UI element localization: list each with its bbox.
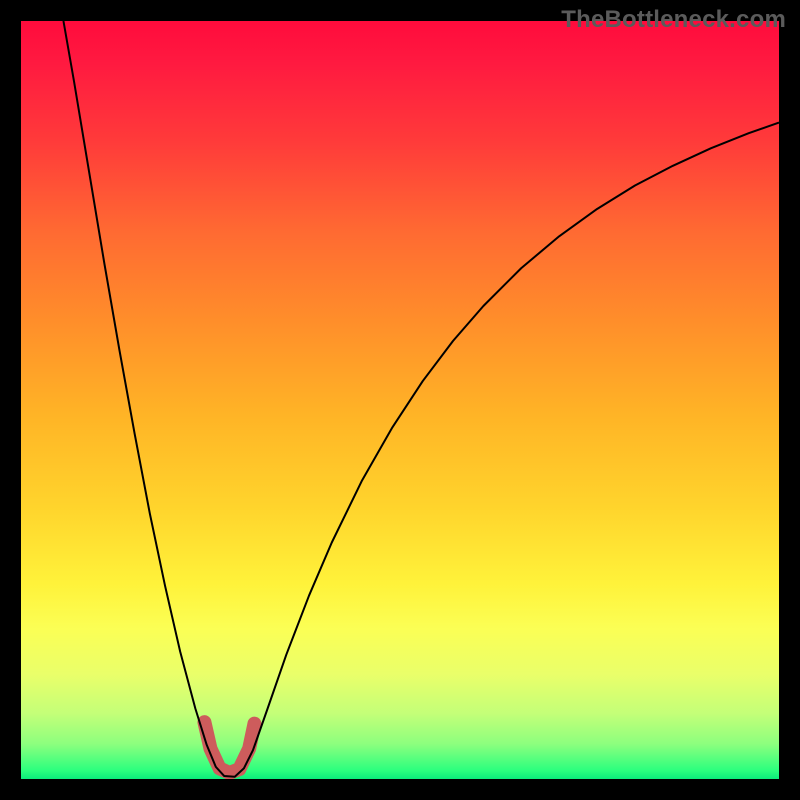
figure-root: TheBottleneck.com (0, 0, 800, 800)
watermark-text: TheBottleneck.com (561, 6, 786, 34)
gradient-panel (18, 18, 782, 782)
bottleneck-chart (0, 0, 800, 800)
